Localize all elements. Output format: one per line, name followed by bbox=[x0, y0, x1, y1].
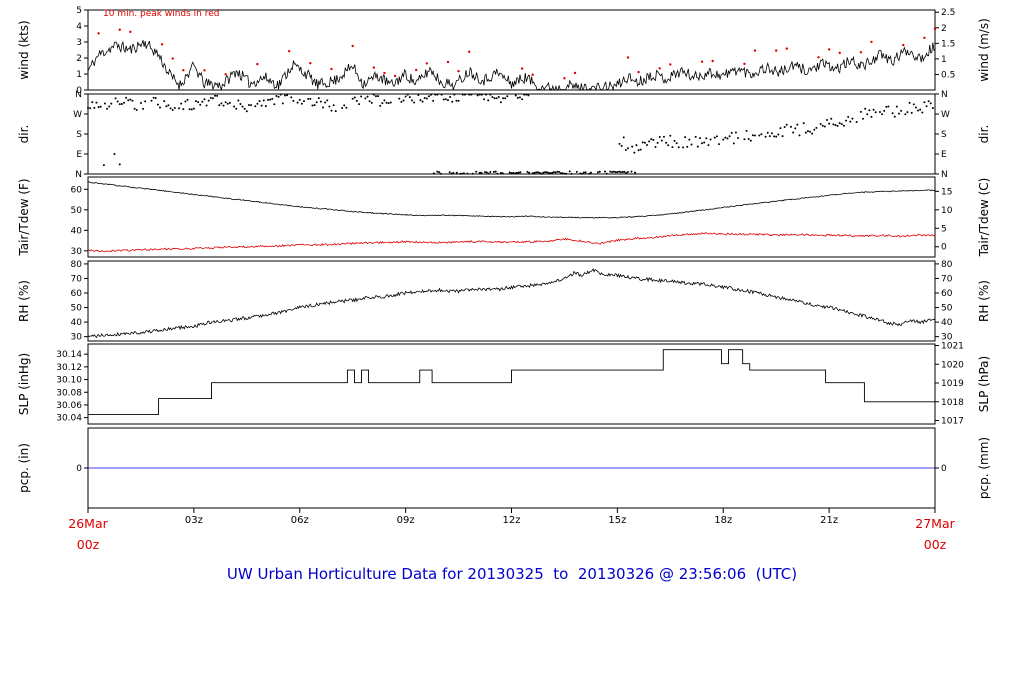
svg-text:60: 60 bbox=[941, 289, 953, 299]
relative-humidity-plot: 30 40 50 60 70 80 30 40 50 60 70 80 bbox=[71, 259, 953, 342]
x-tick-15z: 15z bbox=[608, 515, 627, 526]
svg-text:40: 40 bbox=[71, 318, 83, 328]
x-tick-06z: 06z bbox=[290, 515, 309, 526]
sea-level-pressure-plot: 30.04 30.06 30.08 30.10 30.12 30.14 1017 1018 10… bbox=[56, 342, 964, 427]
end-time: 00z bbox=[923, 537, 947, 552]
svg-text:1017: 1017 bbox=[941, 417, 964, 427]
svg-text:W: W bbox=[73, 110, 82, 120]
svg-text:70: 70 bbox=[941, 274, 953, 284]
end-date: 27Mar bbox=[915, 516, 955, 531]
svg-text:30: 30 bbox=[941, 332, 953, 342]
svg-text:30.14: 30.14 bbox=[56, 350, 82, 360]
svg-text:0: 0 bbox=[941, 243, 947, 253]
svg-text:S: S bbox=[76, 130, 82, 140]
svg-text:30: 30 bbox=[71, 332, 83, 342]
svg-text:2.5: 2.5 bbox=[941, 8, 955, 18]
svg-text:50: 50 bbox=[71, 206, 83, 216]
svg-text:10: 10 bbox=[941, 206, 953, 216]
svg-text:5: 5 bbox=[941, 224, 947, 234]
svg-text:1018: 1018 bbox=[941, 398, 964, 408]
x-tick-03z: 03z bbox=[184, 515, 203, 526]
svg-text:W: W bbox=[941, 110, 950, 120]
svg-text:1: 1 bbox=[76, 70, 82, 80]
x-axis-end-label: 27Mar 00z bbox=[915, 513, 955, 555]
svg-text:1019: 1019 bbox=[941, 379, 964, 389]
svg-text:3: 3 bbox=[76, 38, 82, 48]
svg-text:5: 5 bbox=[76, 6, 82, 16]
svg-text:2: 2 bbox=[941, 24, 947, 34]
svg-text:60: 60 bbox=[71, 185, 83, 195]
svg-text:1021: 1021 bbox=[941, 342, 964, 352]
svg-text:S: S bbox=[941, 130, 947, 140]
svg-text:4: 4 bbox=[76, 22, 82, 32]
svg-text:30: 30 bbox=[71, 247, 83, 257]
svg-text:0: 0 bbox=[76, 464, 82, 474]
start-time: 00z bbox=[76, 537, 100, 552]
peak-winds-note: 10 min. peak winds in red bbox=[103, 9, 220, 19]
panel-wind-speed: 0 1 2 3 4 5 0.5 1 1.5 2 2.5 wind (kts) wind (m/s) bbox=[0, 6, 1024, 96]
svg-text:N: N bbox=[941, 90, 948, 100]
panel-relative-humidity: 30 40 50 60 70 80 30 40 50 60 70 80 RH (%) RH (%) bbox=[0, 259, 1024, 342]
x-tick-12z: 12z bbox=[502, 515, 521, 526]
svg-text:15: 15 bbox=[941, 187, 952, 197]
svg-text:1.5: 1.5 bbox=[941, 39, 955, 49]
svg-text:N: N bbox=[75, 170, 82, 180]
svg-text:N: N bbox=[75, 90, 82, 100]
svg-text:E: E bbox=[76, 150, 82, 160]
x-tick-18z: 18z bbox=[714, 515, 733, 526]
svg-text:2: 2 bbox=[76, 54, 82, 64]
svg-text:E: E bbox=[941, 150, 947, 160]
svg-text:80: 80 bbox=[941, 259, 953, 269]
svg-text:30.04: 30.04 bbox=[56, 414, 82, 424]
panel-sea-level-pressure: 30.04 30.06 30.08 30.10 30.12 30.14 1017 1018 10… bbox=[0, 342, 1024, 427]
svg-text:50: 50 bbox=[941, 303, 953, 313]
x-tick-21z: 21z bbox=[820, 515, 839, 526]
svg-text:40: 40 bbox=[941, 318, 953, 328]
svg-text:40: 40 bbox=[71, 226, 83, 236]
svg-text:0: 0 bbox=[941, 464, 947, 474]
svg-text:30.12: 30.12 bbox=[56, 363, 82, 373]
svg-text:70: 70 bbox=[71, 274, 83, 284]
figure-title: UW Urban Horticulture Data for 20130325 … bbox=[226, 565, 798, 583]
x-axis-start-label: 26Mar 00z bbox=[68, 513, 108, 555]
panel-temperature: 30 40 50 60 0 5 10 15 Tair/Tdew (F) Tair/Tdew (… bbox=[0, 176, 1024, 258]
temperature-plot: 30 40 50 60 0 5 10 15 bbox=[71, 176, 953, 258]
start-date: 26Mar bbox=[68, 516, 108, 531]
svg-text:30.08: 30.08 bbox=[56, 388, 82, 398]
wind-speed-plot: 0 1 2 3 4 5 0.5 1 1.5 2 2.5 bbox=[76, 6, 955, 96]
svg-text:30.06: 30.06 bbox=[56, 401, 82, 411]
svg-text:80: 80 bbox=[71, 259, 83, 269]
svg-text:30.10: 30.10 bbox=[56, 376, 82, 386]
svg-text:1: 1 bbox=[941, 55, 947, 65]
svg-text:1020: 1020 bbox=[941, 360, 964, 370]
svg-text:0: 0 bbox=[76, 86, 82, 96]
svg-text:0.5: 0.5 bbox=[941, 70, 955, 80]
svg-text:50: 50 bbox=[71, 303, 83, 313]
svg-text:60: 60 bbox=[71, 289, 83, 299]
x-tick-09z: 09z bbox=[396, 515, 415, 526]
svg-text:N: N bbox=[941, 170, 948, 180]
